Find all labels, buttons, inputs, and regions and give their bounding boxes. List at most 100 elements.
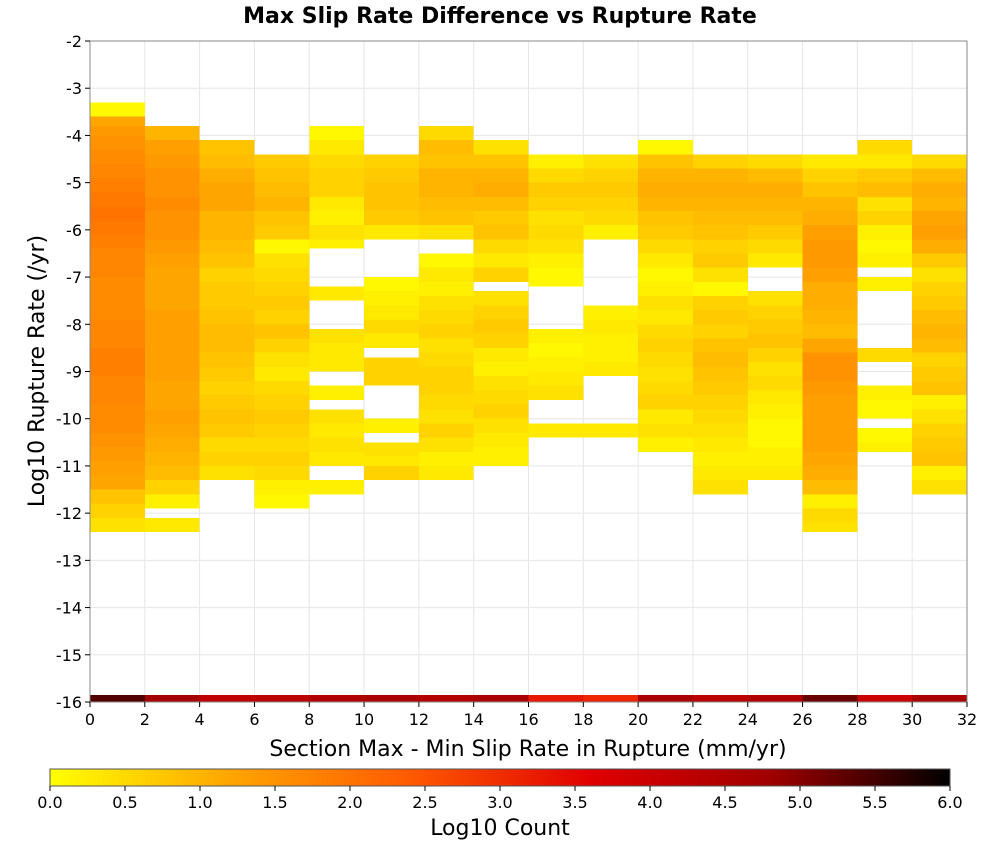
heatmap-cell <box>418 225 474 240</box>
heatmap-cell <box>912 239 967 254</box>
heatmap-cell <box>528 225 584 240</box>
heatmap-cell <box>912 154 967 169</box>
heatmap-cell <box>418 125 474 141</box>
heatmap-cell <box>309 225 365 240</box>
heatmap-cell <box>254 423 310 438</box>
chart-title: Max Slip Rate Difference vs Rupture Rate <box>243 4 757 29</box>
heatmap-cell <box>90 305 145 320</box>
heatmap-cell <box>418 210 474 226</box>
x-tick-label: 14 <box>464 710 484 729</box>
heatmap-cell <box>90 347 145 363</box>
heatmap-cell <box>418 694 474 702</box>
heatmap-cell <box>309 196 365 211</box>
x-tick-label: 22 <box>683 710 703 729</box>
heatmap-cell <box>199 210 255 226</box>
heatmap-cell <box>912 480 967 495</box>
heatmap-cell <box>90 220 145 235</box>
heatmap-cell <box>364 418 419 433</box>
heatmap-cell <box>144 465 200 481</box>
heatmap-cell <box>692 281 748 296</box>
heatmap-cell <box>638 295 693 311</box>
heatmap-cell <box>90 206 145 221</box>
heatmap-cell <box>473 168 529 183</box>
heatmap-cell <box>254 465 310 481</box>
heatmap-cell <box>747 404 803 419</box>
heatmap-cell <box>199 352 255 367</box>
heatmap-cell <box>692 338 748 353</box>
heatmap-cell <box>254 395 310 410</box>
heatmap-cell <box>747 182 803 197</box>
heatmap-cell <box>692 409 748 424</box>
heatmap-cell <box>528 210 584 226</box>
heatmap-cell <box>583 362 639 377</box>
heatmap-cell <box>90 390 145 405</box>
heatmap-cell <box>364 319 419 334</box>
heatmap-cell <box>254 196 310 211</box>
heatmap-cell <box>90 694 145 702</box>
heatmap-cell <box>254 380 310 396</box>
heatmap-cell <box>473 694 529 702</box>
heatmap-cell <box>583 423 639 438</box>
heatmap-cell <box>418 437 474 452</box>
colorbar-tick-label: 4.5 <box>712 793 737 812</box>
heatmap-cell <box>692 154 748 169</box>
heatmap-cell <box>692 310 748 325</box>
heatmap-cell <box>802 196 858 211</box>
heatmap-cell <box>473 376 529 391</box>
heatmap-cell <box>802 253 858 268</box>
heatmap-cell <box>638 140 693 155</box>
heatmap-cell <box>912 182 967 197</box>
heatmap-cell <box>144 210 200 226</box>
heatmap-cell <box>364 182 419 197</box>
x-tick-label: 8 <box>304 710 314 729</box>
colorbar-tick-label: 2.5 <box>412 793 437 812</box>
heatmap-cell <box>254 694 310 702</box>
heatmap-cell <box>692 465 748 481</box>
heatmap-cell <box>638 281 693 296</box>
heatmap-cell <box>473 362 529 377</box>
x-tick-label: 32 <box>957 710 977 729</box>
heatmap-cell <box>199 154 255 169</box>
heatmap-cell <box>309 182 365 197</box>
heatmap-cell <box>638 225 693 240</box>
heatmap-cell <box>747 319 803 334</box>
heatmap-cell <box>912 324 967 339</box>
heatmap-cell <box>309 210 365 226</box>
heatmap-cell <box>254 437 310 452</box>
heatmap-cell <box>199 182 255 197</box>
heatmap-cell <box>857 168 913 183</box>
heatmap-cell <box>747 694 803 702</box>
heatmap-cell <box>364 357 419 372</box>
heatmap-cell <box>802 480 858 495</box>
heatmap-cell <box>473 447 529 466</box>
heatmap-cell <box>802 225 858 240</box>
heatmap-cell <box>802 338 858 353</box>
heatmap-cell <box>254 451 310 466</box>
heatmap-cell <box>528 182 584 197</box>
y-tick-label: -14 <box>56 599 82 618</box>
heatmap-cell <box>747 291 803 306</box>
heatmap-cell <box>418 324 474 339</box>
heatmap-cell <box>418 196 474 211</box>
heatmap-cell <box>912 380 967 396</box>
heatmap-cell <box>90 333 145 348</box>
heatmap-cell <box>90 163 145 178</box>
heatmap-cell <box>90 125 145 136</box>
heatmap-cell <box>364 168 419 183</box>
heatmap-cell <box>802 267 858 282</box>
heatmap-cell <box>90 418 145 433</box>
heatmap-cell <box>144 380 200 396</box>
heatmap-cell <box>364 442 419 457</box>
heatmap-cell <box>692 480 748 495</box>
colorbar-tick-label: 3.0 <box>487 793 512 812</box>
heatmap-cell <box>583 210 639 226</box>
heatmap-cell <box>473 196 529 211</box>
x-tick-label: 26 <box>792 710 812 729</box>
heatmap-cell <box>364 225 419 240</box>
heatmap-cell <box>418 409 474 424</box>
y-tick-label: -15 <box>56 646 82 665</box>
heatmap-cell <box>144 366 200 381</box>
heatmap-cell <box>199 338 255 353</box>
heatmap-cell <box>199 281 255 296</box>
heatmap-cell <box>90 461 145 476</box>
